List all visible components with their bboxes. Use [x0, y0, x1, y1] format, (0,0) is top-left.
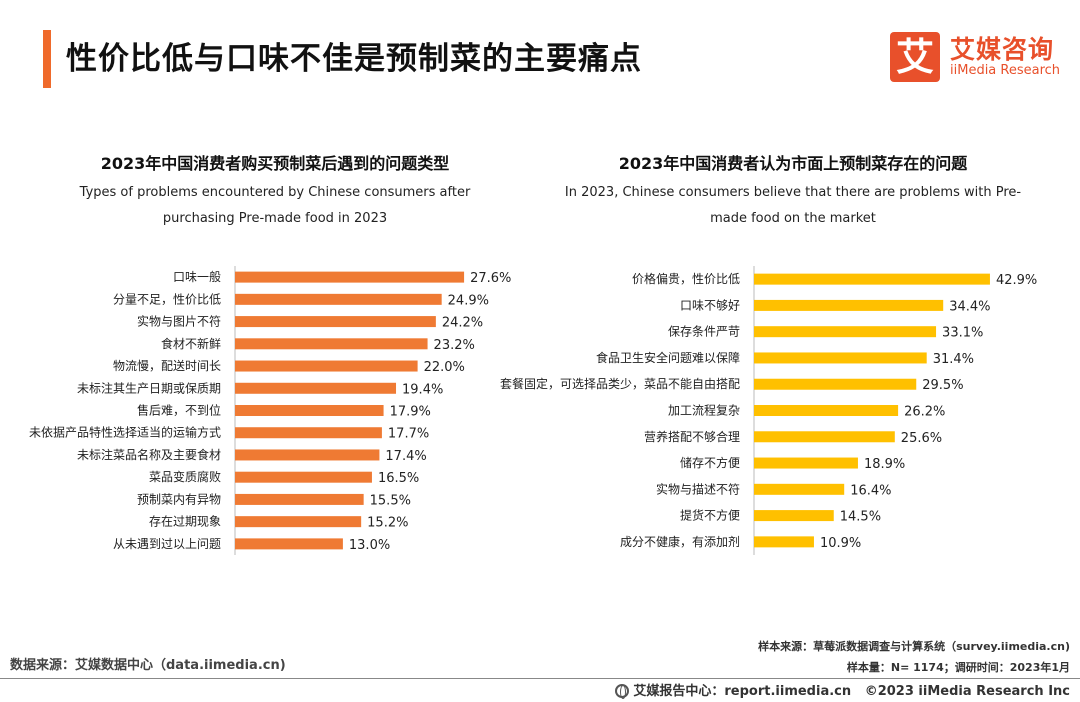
right-bar	[754, 326, 937, 338]
left-bar	[235, 293, 442, 305]
right-category-label: 提货不方便	[680, 508, 740, 523]
left-category-label: 存在过期现象	[149, 515, 221, 529]
left-bar	[235, 471, 372, 483]
right-value-label: 31.4%	[933, 352, 974, 367]
data-source: 数据来源：艾媒数据中心（data.iimedia.cn)	[10, 658, 286, 673]
right-category-label: 营养搭配不够合理	[644, 429, 740, 444]
left-value-label: 17.4%	[385, 449, 426, 464]
right-value-label: 26.2%	[904, 405, 945, 420]
logo-mark: 艾	[890, 32, 940, 82]
left-bar	[235, 382, 397, 394]
right-value-label: 42.9%	[996, 273, 1037, 288]
left-value-label: 17.7%	[388, 427, 429, 442]
right-category-label: 食品卫生安全问题难以保障	[596, 350, 740, 365]
right-bar	[754, 273, 990, 285]
left-category-label: 食材不新鲜	[161, 336, 221, 351]
left-value-label: 13.0%	[349, 538, 390, 553]
right-bar	[754, 431, 895, 443]
left-category-label: 菜品变质腐败	[149, 469, 221, 484]
left-value-label: 15.2%	[367, 516, 408, 531]
logo-cn-text: 艾媒咨询	[950, 35, 1055, 64]
right-chart-title: 2023年中国消费者认为市面上预制菜存在的问题	[618, 154, 968, 173]
left-category-label: 未依据产品特性选择适当的运输方式	[29, 425, 221, 440]
left-bar	[235, 538, 343, 550]
left-category-label: 物流慢，配送时间长	[113, 358, 221, 373]
right-bar	[754, 405, 899, 416]
left-bar	[235, 427, 382, 439]
right-value-label: 33.1%	[942, 326, 983, 341]
right-category-label: 实物与描述不符	[656, 481, 740, 496]
report-center-link[interactable]: 艾媒报告中心：report.iimedia.cn	[633, 684, 852, 699]
left-bar	[235, 449, 380, 461]
footer-bottom: 艾媒报告中心：report.iimedia.cn ©2023 iiMedia R…	[615, 680, 1070, 699]
left-category-label: 从未遇到过以上问题	[113, 537, 221, 551]
left-chart-title: 2023年中国消费者购买预制菜后遇到的问题类型	[100, 154, 450, 173]
left-category-label: 预制菜内有异物	[137, 492, 221, 506]
left-category-label: 实物与图片不符	[137, 314, 221, 329]
footer-divider	[0, 678, 1080, 679]
page-title: 性价比低与口味不佳是预制菜的主要痛点	[66, 41, 642, 77]
iimedia-logo: 艾 艾媒咨询 iiMedia Research	[886, 30, 1066, 84]
right-value-label: 25.6%	[901, 431, 942, 446]
right-category-label: 加工流程复杂	[668, 403, 740, 418]
right-bar	[754, 483, 845, 495]
right-value-label: 16.4%	[850, 483, 891, 498]
logo-en-text: iiMedia Research	[950, 63, 1061, 78]
right-category-label: 保存条件严苛	[668, 325, 740, 339]
right-category-label: 成分不健康，有添加剂	[620, 534, 740, 549]
right-chart-heading: 2023年中国消费者认为市面上预制菜存在的问题 In 2023, Chinese…	[548, 150, 1038, 232]
right-bar	[754, 299, 944, 311]
left-value-label: 23.2%	[434, 338, 475, 353]
left-category-label: 未标注菜品名称及主要食材	[77, 447, 221, 462]
right-bar	[754, 352, 927, 364]
copyright: ©2023 iiMedia Research Inc	[864, 684, 1070, 699]
left-bar	[235, 516, 362, 528]
right-chart-subtitle-1: In 2023, Chinese consumers believe that …	[564, 185, 1022, 200]
right-value-label: 29.5%	[922, 378, 963, 393]
right-value-label: 10.9%	[820, 536, 861, 551]
title-accent-bar	[43, 30, 51, 88]
left-bar	[235, 271, 465, 283]
left-category-label: 分量不足，性价比低	[113, 292, 221, 306]
left-value-label: 15.5%	[370, 493, 411, 508]
left-value-label: 19.4%	[402, 382, 443, 397]
left-chart-subtitle-1: Types of problems encountered by Chinese…	[79, 185, 471, 200]
left-category-label: 口味一般	[173, 269, 221, 284]
right-category-label: 价格偏贵，性价比低	[632, 271, 740, 286]
right-value-label: 18.9%	[864, 457, 905, 472]
globe-icon	[615, 684, 630, 699]
left-value-label: 22.0%	[424, 360, 465, 375]
right-value-label: 34.4%	[949, 299, 990, 314]
left-bar	[235, 338, 428, 350]
right-category-label: 套餐固定，可选择品类少，菜品不能自由搭配	[500, 376, 740, 391]
left-value-label: 16.5%	[378, 471, 419, 486]
left-category-label: 售后难，不到位	[137, 403, 221, 418]
left-category-label: 未标注其生产日期或保质期	[77, 380, 221, 395]
right-chart-subtitle-2: made food on the market	[710, 211, 876, 226]
right-value-label: 14.5%	[840, 510, 881, 525]
left-value-label: 17.9%	[390, 405, 431, 420]
left-bar	[235, 493, 364, 505]
left-value-label: 24.9%	[448, 293, 489, 308]
right-bar	[754, 510, 834, 522]
left-chart-subtitle-2: purchasing Pre-made food in 2023	[162, 211, 388, 226]
left-bar	[235, 360, 418, 372]
sample-source: 样本来源：草莓派数据调查与计算系统（survey.iimedia.cn)	[758, 640, 1070, 653]
right-bar	[754, 536, 814, 548]
left-value-label: 27.6%	[470, 271, 511, 286]
left-bar	[235, 316, 436, 328]
left-chart-heading: 2023年中国消费者购买预制菜后遇到的问题类型 Types of problem…	[40, 150, 510, 232]
sample-size: 样本量：N= 1174；调研时间：2023年1月	[846, 661, 1070, 674]
left-value-label: 24.2%	[442, 316, 483, 331]
right-bar	[754, 457, 858, 469]
left-bar	[235, 405, 384, 416]
right-category-label: 口味不够好	[680, 298, 740, 312]
right-bar	[754, 378, 917, 390]
right-category-label: 储存不方便	[680, 455, 740, 470]
